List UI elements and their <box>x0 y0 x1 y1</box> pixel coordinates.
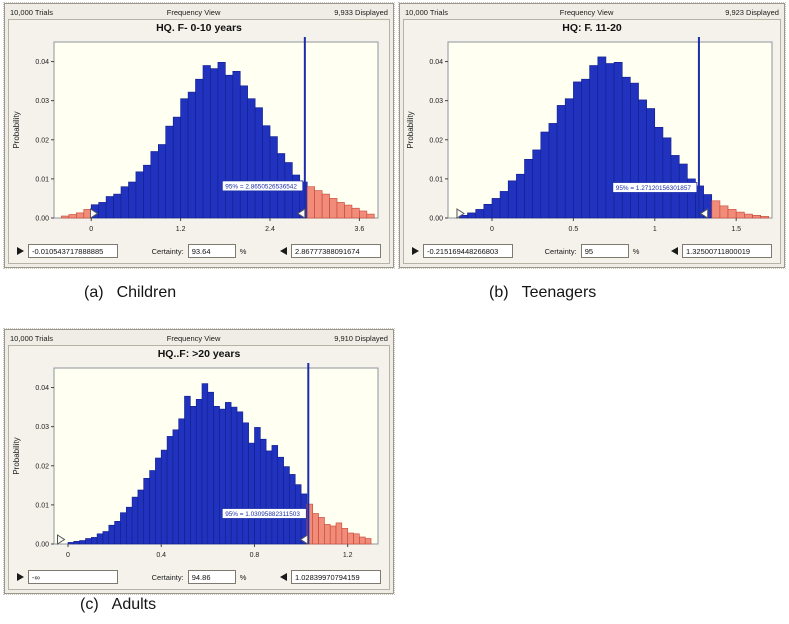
max-grabber-icon[interactable] <box>280 247 287 255</box>
svg-text:3.6: 3.6 <box>355 226 365 233</box>
view-name: Frequency View <box>559 7 614 17</box>
chart-title: HQ. F- 0-10 years <box>156 22 242 34</box>
svg-text:2.4: 2.4 <box>265 226 275 233</box>
svg-text:0.00: 0.00 <box>429 216 443 223</box>
min-value-input[interactable] <box>423 244 513 258</box>
forecast-window-teenagers: 10,000 Trials Frequency View 9,923 Displ… <box>398 2 786 269</box>
histogram-plot-children[interactable]: 0.00 0.01 0.02 0.03 0.04 0 1.2 2.4 3.6 Probabilit… <box>10 36 388 242</box>
certainty-label: Certainty: <box>544 246 577 256</box>
svg-text:1.5: 1.5 <box>731 226 741 233</box>
chart-title: HQ..F: >20 years <box>157 348 241 360</box>
svg-text:0.03: 0.03 <box>429 98 443 105</box>
min-grabber-icon[interactable] <box>412 247 419 255</box>
svg-text:0.01: 0.01 <box>35 176 49 183</box>
certainty-controls: Certainty: % <box>9 242 389 263</box>
svg-text:1.2: 1.2 <box>343 552 353 559</box>
svg-text:1: 1 <box>653 226 657 233</box>
forecast-window-adults: 10,000 Trials Frequency View 9,910 Displ… <box>3 328 395 595</box>
min-value-input[interactable] <box>28 570 118 584</box>
certainty-input[interactable] <box>580 244 629 258</box>
chart-panel: HQ. F- 0-10 years 0.00 0.01 0.02 0.03 0.04 0 1… <box>8 19 390 264</box>
svg-text:0.8: 0.8 <box>250 552 260 559</box>
svg-text:0.01: 0.01 <box>35 502 49 509</box>
svg-text:0.01: 0.01 <box>429 176 443 183</box>
min-grabber-icon[interactable] <box>17 573 24 581</box>
svg-text:Probability: Probability <box>12 437 21 474</box>
min-value-input[interactable] <box>28 244 118 258</box>
window-header: 10,000 Trials Frequency View 9,923 Displ… <box>400 4 784 19</box>
svg-text:95% = 2.8650526536542: 95% = 2.8650526536542 <box>225 184 297 191</box>
caption-adults: (c) Adults <box>80 596 156 614</box>
forecast-window-children: 10,000 Trials Frequency View 9,933 Displ… <box>3 2 395 269</box>
max-grabber-icon[interactable] <box>280 573 287 581</box>
displayed-count: 9,910 Displayed <box>334 333 388 343</box>
max-grabber-icon[interactable] <box>671 247 678 255</box>
svg-text:95% = 1.27120156301857: 95% = 1.27120156301857 <box>616 185 692 192</box>
chart-panel: HQ..F: >20 years 0.00 0.01 0.02 0.03 0.04 0 0.… <box>8 345 390 590</box>
displayed-count: 9,933 Displayed <box>334 7 388 17</box>
svg-text:0.00: 0.00 <box>35 542 49 549</box>
certainty-input[interactable] <box>187 244 236 258</box>
trials-count: 10,000 Trials <box>10 333 53 343</box>
svg-text:0.03: 0.03 <box>35 424 49 431</box>
caption-text: Teenagers <box>521 284 597 301</box>
caption-children: (a) Children <box>84 284 176 302</box>
svg-text:95% = 1.03095882311503: 95% = 1.03095882311503 <box>225 511 300 518</box>
caption-index: (c) <box>80 596 99 613</box>
chart-title: HQ: F. 11-20 <box>562 22 622 34</box>
svg-text:Probability: Probability <box>12 111 21 148</box>
svg-text:0.04: 0.04 <box>429 59 443 66</box>
chart-panel: HQ: F. 11-20 0.00 0.01 0.02 0.03 0.04 0 0.5 1 1.… <box>403 19 781 264</box>
svg-text:Probability: Probability <box>406 111 415 148</box>
view-name: Frequency View <box>166 333 221 343</box>
svg-text:0.02: 0.02 <box>429 137 443 144</box>
certainty-controls: Certainty: % <box>9 568 389 589</box>
min-grabber-icon[interactable] <box>17 247 24 255</box>
svg-text:0: 0 <box>66 552 70 559</box>
svg-text:0: 0 <box>490 226 494 233</box>
caption-text: Children <box>116 284 177 301</box>
caption-teenagers: (b) Teenagers <box>489 284 596 302</box>
percent-label: % <box>239 572 247 582</box>
caption-index: (a) <box>84 284 104 301</box>
view-name: Frequency View <box>166 7 221 17</box>
window-header: 10,000 Trials Frequency View 9,933 Displ… <box>5 4 393 19</box>
window-header: 10,000 Trials Frequency View 9,910 Displ… <box>5 330 393 345</box>
trials-count: 10,000 Trials <box>405 7 448 17</box>
certainty-label: Certainty: <box>151 572 184 582</box>
svg-text:1.2: 1.2 <box>176 226 186 233</box>
caption-text: Adults <box>111 596 157 613</box>
svg-text:0: 0 <box>89 226 93 233</box>
displayed-count: 9,923 Displayed <box>725 7 779 17</box>
max-value-input[interactable] <box>291 570 381 584</box>
percent-label: % <box>239 246 247 256</box>
certainty-label: Certainty: <box>151 246 184 256</box>
percent-label: % <box>632 246 640 256</box>
certainty-controls: Certainty: % <box>404 242 780 263</box>
histogram-plot-teenagers[interactable]: 0.00 0.01 0.02 0.03 0.04 0 0.5 1 1.5 Probability 9… <box>404 36 782 242</box>
svg-text:0.02: 0.02 <box>35 137 49 144</box>
histogram-plot-adults[interactable]: 0.00 0.01 0.02 0.03 0.04 0 0.4 0.8 1.2 Probabilit… <box>10 362 388 568</box>
svg-text:0.04: 0.04 <box>35 385 49 392</box>
svg-text:0.04: 0.04 <box>35 59 49 66</box>
caption-index: (b) <box>489 284 509 301</box>
max-value-input[interactable] <box>291 244 381 258</box>
certainty-input[interactable] <box>187 570 236 584</box>
svg-text:0.5: 0.5 <box>568 226 578 233</box>
trials-count: 10,000 Trials <box>10 7 53 17</box>
max-value-input[interactable] <box>682 244 772 258</box>
svg-text:0.00: 0.00 <box>35 216 49 223</box>
svg-text:0.4: 0.4 <box>156 552 166 559</box>
svg-text:0.02: 0.02 <box>35 463 49 470</box>
svg-text:0.03: 0.03 <box>35 98 49 105</box>
